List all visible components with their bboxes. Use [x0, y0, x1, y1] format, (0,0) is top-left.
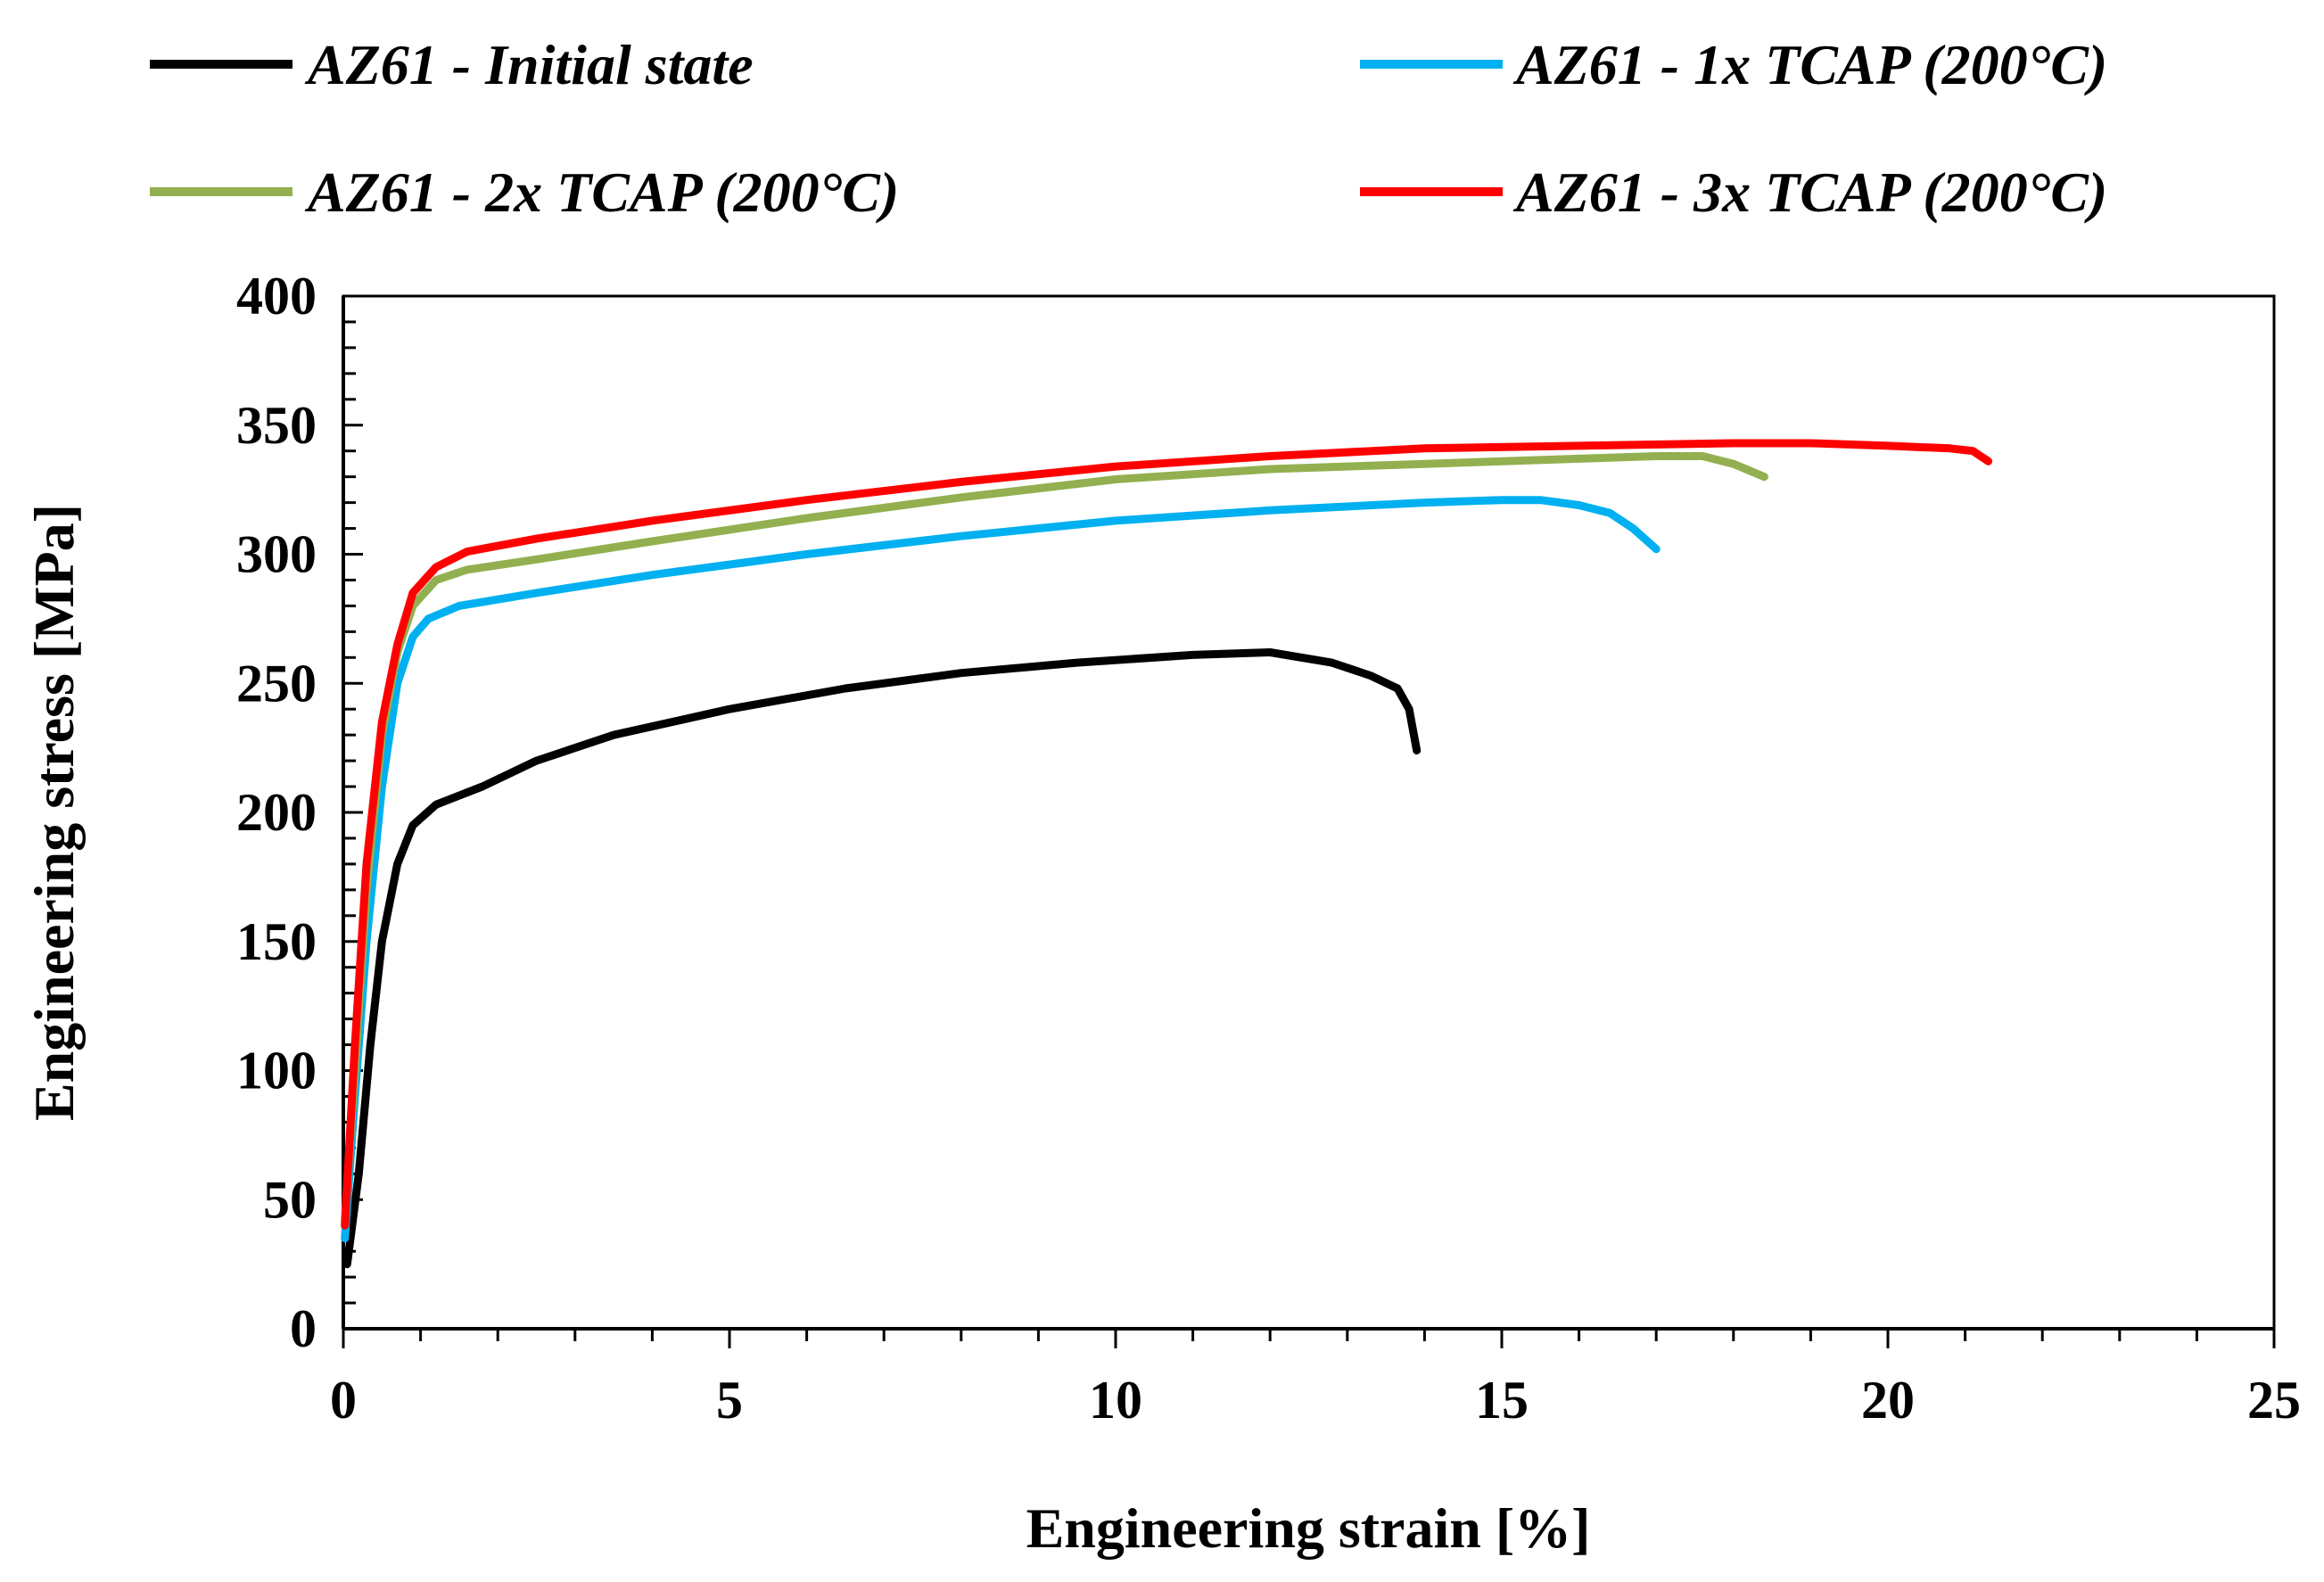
y-tick-label: 300 — [236, 525, 317, 584]
legend-label-1x-tcap: AZ61 - 1x TCAP (200°C) — [1512, 33, 2107, 96]
y-tick-label: 400 — [236, 267, 317, 325]
x-tick-label: 10 — [1089, 1371, 1142, 1430]
legend: AZ61 - Initial state AZ61 - 1x TCAP (200… — [150, 33, 2107, 224]
legend-item-1x-tcap: AZ61 - 1x TCAP (200°C) — [1360, 33, 2107, 96]
series-line-az61-1x-tcap-200-c — [341, 496, 1661, 1243]
series-layer — [341, 439, 1993, 1269]
y-axis-title: Engineering stress [MPa] — [22, 504, 86, 1121]
y-tick-label: 350 — [236, 396, 317, 455]
x-tick-label: 15 — [1475, 1371, 1529, 1430]
y-tick-label: 100 — [236, 1042, 317, 1100]
series-line-az61-2x-tcap-200-c — [341, 452, 1768, 1224]
legend-label-3x-tcap: AZ61 - 3x TCAP (200°C) — [1512, 161, 2107, 224]
x-tick-label: 20 — [1861, 1371, 1915, 1430]
legend-label-2x-tcap: AZ61 - 2x TCAP (200°C) — [304, 161, 899, 224]
y-tick-label: 50 — [263, 1170, 317, 1229]
x-axis-title: Engineering strain [%] — [1026, 1496, 1591, 1560]
legend-item-2x-tcap: AZ61 - 2x TCAP (200°C) — [150, 161, 899, 224]
y-tick-label: 150 — [236, 912, 317, 971]
legend-item-initial: AZ61 - Initial state — [150, 33, 754, 96]
x-tick-label: 0 — [330, 1371, 357, 1430]
series-line-az61-3x-tcap-200-c — [341, 439, 1993, 1230]
legend-item-3x-tcap: AZ61 - 3x TCAP (200°C) — [1360, 161, 2107, 224]
x-tick-label: 25 — [2247, 1371, 2301, 1430]
x-tick-label: 5 — [716, 1371, 743, 1430]
y-tick-label: 200 — [236, 783, 317, 842]
y-tick-label: 0 — [290, 1299, 317, 1358]
legend-label-initial: AZ61 - Initial state — [304, 33, 754, 96]
series-line-az61-initial-state — [342, 648, 1422, 1269]
y-tick-label: 250 — [236, 654, 317, 713]
